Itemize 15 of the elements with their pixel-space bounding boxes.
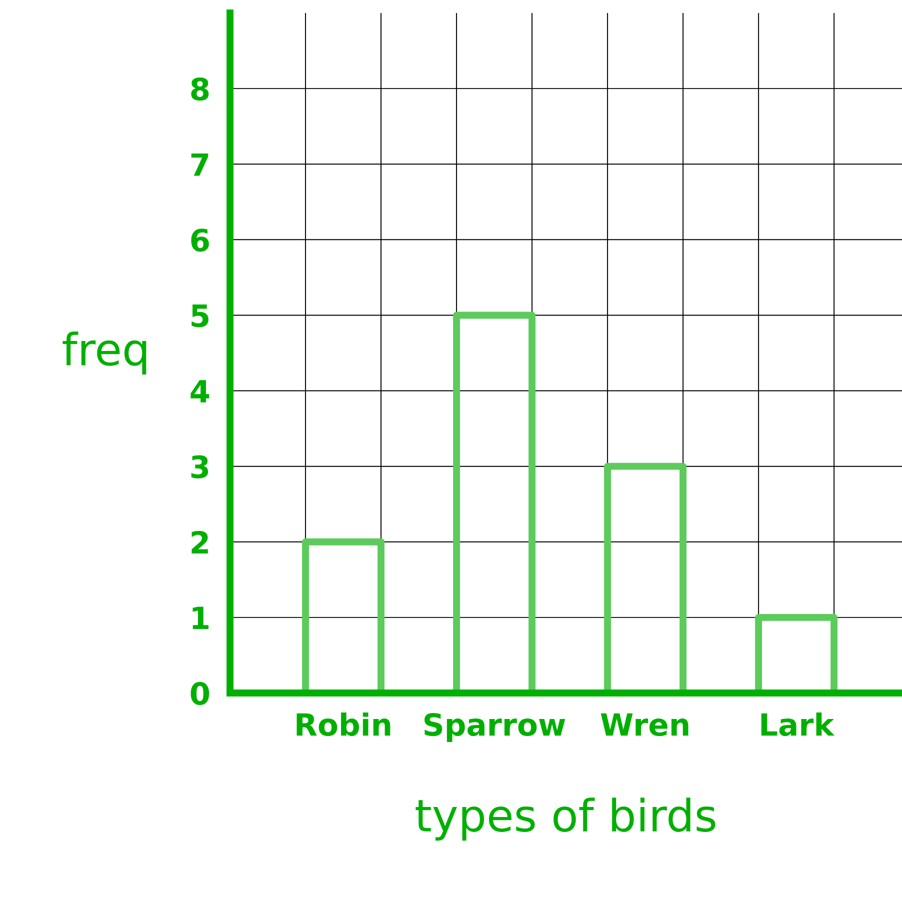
y-axis-title: freq: [62, 331, 146, 375]
x-tick-label: Lark: [761, 712, 835, 736]
x-tick-label: Sparrow: [424, 712, 566, 742]
y-tick-label: 8: [191, 77, 209, 101]
y-tick-label: 3: [191, 455, 208, 478]
y-tick-label: 0: [190, 682, 210, 706]
x-tick-label: Wren: [600, 713, 688, 736]
x-axis-title: types of birds: [416, 798, 716, 841]
y-tick-label: 7: [191, 153, 208, 176]
y-tick-label: 2: [192, 530, 208, 554]
x-tick-label: Robin: [296, 712, 390, 736]
y-tick-label: 6: [191, 228, 209, 252]
y-tick-label: 4: [190, 380, 210, 402]
y-tick-label: 5: [192, 304, 208, 328]
y-tick-label: 1: [192, 606, 208, 630]
